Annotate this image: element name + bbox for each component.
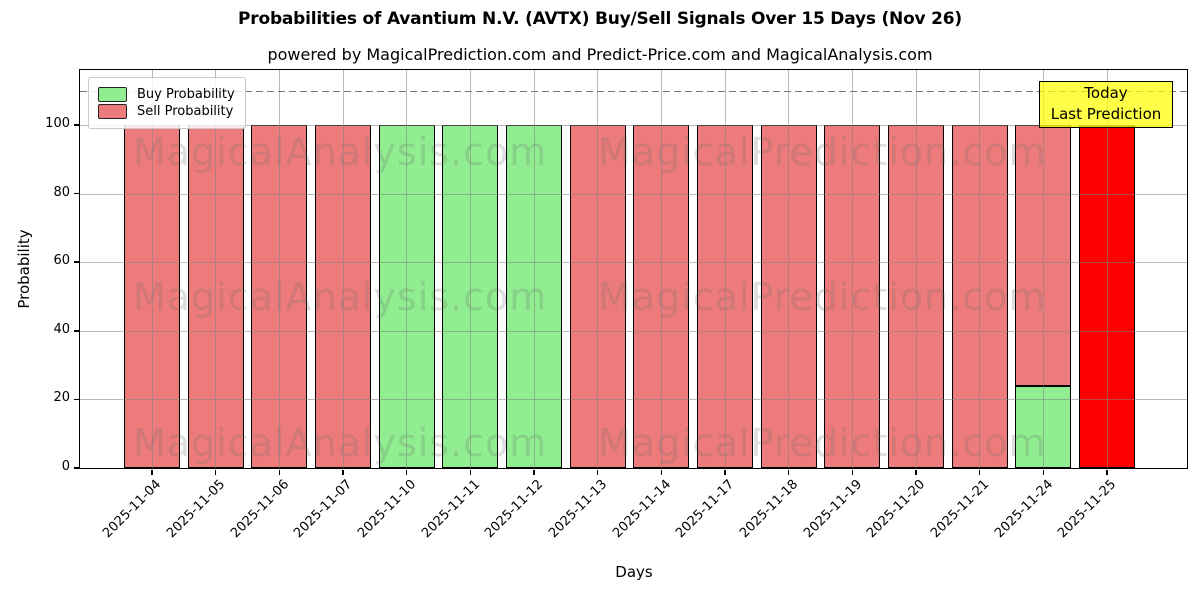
dashed-line-110 bbox=[80, 90, 1187, 93]
sell-probability-swatch bbox=[98, 104, 127, 119]
legend-item-buy: Buy Probability bbox=[98, 87, 235, 102]
x-tick-mark-2025-11-11 bbox=[469, 470, 472, 475]
v-gridline-2025-11-05 bbox=[215, 70, 217, 468]
x-tick-mark-2025-11-13 bbox=[596, 470, 599, 475]
x-tick-mark-2025-11-06 bbox=[278, 470, 281, 475]
y-tick-label-80: 80 bbox=[53, 184, 70, 200]
v-gridline-2025-11-14 bbox=[660, 70, 662, 468]
v-gridline-2025-11-18 bbox=[788, 70, 790, 468]
h-gridline-20 bbox=[80, 399, 1187, 401]
chart-subtitle: powered by MagicalPrediction.com and Pre… bbox=[267, 45, 933, 64]
v-gridline-2025-11-06 bbox=[278, 70, 280, 468]
x-tick-mark-2025-11-18 bbox=[787, 470, 790, 475]
y-tick-label-0: 0 bbox=[61, 459, 70, 474]
legend-label-sell: Sell Probability bbox=[137, 104, 234, 119]
y-tick-label-20: 20 bbox=[53, 390, 70, 406]
x-tick-mark-2025-11-07 bbox=[342, 470, 344, 475]
today-annotation-line1: Today bbox=[1084, 84, 1128, 102]
x-tick-mark-2025-11-05 bbox=[214, 470, 217, 475]
chart-title: Probabilities of Avantium N.V. (AVTX) Bu… bbox=[238, 9, 962, 29]
watermark-right-row1: MagicalPrediction.com bbox=[598, 130, 1047, 174]
x-tick-mark-2025-11-24 bbox=[1042, 470, 1045, 475]
y-tick-mark-20 bbox=[74, 398, 79, 401]
today-annotation: Today Last Prediction bbox=[1039, 81, 1173, 128]
v-gridline-2025-11-12 bbox=[533, 70, 535, 468]
x-tick-mark-2025-11-17 bbox=[724, 470, 726, 475]
watermark-left-row1: MagicalAnalysis.com bbox=[133, 130, 548, 174]
y-tick-label-60: 60 bbox=[53, 253, 70, 269]
v-gridline-2025-11-20 bbox=[915, 70, 917, 468]
watermark-right-row3: MagicalPrediction.com bbox=[598, 421, 1047, 465]
v-gridline-2025-11-21 bbox=[979, 70, 981, 468]
x-tick-mark-2025-11-19 bbox=[851, 470, 854, 475]
x-tick-mark-2025-11-21 bbox=[978, 470, 981, 475]
watermark-right-row2: MagicalPrediction.com bbox=[598, 275, 1047, 319]
v-gridline-2025-11-19 bbox=[851, 70, 853, 468]
v-gridline-2025-11-10 bbox=[406, 70, 408, 468]
buy-probability-swatch bbox=[98, 87, 127, 102]
v-gridline-2025-11-11 bbox=[469, 70, 471, 468]
x-tick-mark-2025-11-20 bbox=[915, 470, 917, 475]
v-gridline-2025-11-25 bbox=[1106, 70, 1108, 468]
v-gridline-2025-11-17 bbox=[724, 70, 726, 468]
h-gridline-40 bbox=[80, 330, 1187, 332]
legend-item-sell: Sell Probability bbox=[98, 104, 235, 119]
x-tick-mark-2025-11-12 bbox=[533, 470, 535, 475]
y-tick-label-40: 40 bbox=[53, 321, 70, 337]
h-gridline-60 bbox=[80, 262, 1187, 264]
y-tick-mark-40 bbox=[74, 330, 79, 332]
v-gridline-2025-11-04 bbox=[151, 70, 153, 468]
y-tick-mark-60 bbox=[74, 261, 79, 263]
h-gridline-100 bbox=[80, 124, 1187, 126]
plot-area: Buy Probability Sell Probability Today L… bbox=[79, 69, 1188, 469]
legend: Buy Probability Sell Probability bbox=[88, 77, 246, 129]
x-axis-label: Days bbox=[615, 563, 653, 581]
y-tick-mark-80 bbox=[74, 192, 79, 195]
v-gridline-2025-11-07 bbox=[342, 70, 344, 468]
watermark-left-row3: MagicalAnalysis.com bbox=[133, 421, 548, 465]
y-tick-mark-100 bbox=[74, 124, 79, 126]
legend-label-buy: Buy Probability bbox=[137, 87, 235, 102]
x-tick-mark-2025-11-04 bbox=[151, 470, 153, 475]
x-tick-mark-2025-11-25 bbox=[1106, 470, 1108, 475]
x-tick-mark-2025-11-10 bbox=[405, 470, 408, 475]
x-tick-mark-2025-11-14 bbox=[660, 470, 663, 475]
today-annotation-line2: Last Prediction bbox=[1050, 105, 1162, 123]
watermark-left-row2: MagicalAnalysis.com bbox=[133, 275, 548, 319]
y-tick-label-100: 100 bbox=[45, 115, 70, 131]
y-tick-mark-0 bbox=[74, 467, 79, 469]
v-gridline-2025-11-13 bbox=[597, 70, 599, 468]
h-gridline-80 bbox=[80, 193, 1187, 195]
v-gridline-2025-11-24 bbox=[1042, 70, 1044, 468]
